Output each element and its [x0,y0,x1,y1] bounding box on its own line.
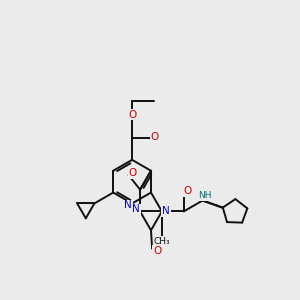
Text: O: O [128,168,136,178]
Text: N: N [132,204,140,214]
Text: O: O [151,132,159,142]
Text: O: O [128,110,136,120]
Text: O: O [153,246,161,256]
Text: NH: NH [198,191,211,200]
Text: O: O [184,186,192,196]
Text: N: N [162,206,170,216]
Text: CH₃: CH₃ [154,237,170,246]
Text: N: N [124,200,132,210]
